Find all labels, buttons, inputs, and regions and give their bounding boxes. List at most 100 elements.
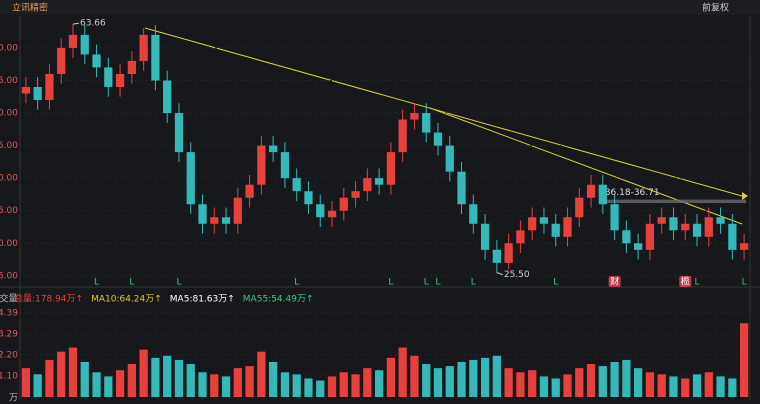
event-label: L [695,278,700,288]
candle-body [374,178,384,185]
volume-bar [528,370,537,397]
candle-body [422,113,431,133]
volume-bar [492,355,501,397]
candle-body [457,171,466,205]
volume-bar [363,368,372,397]
candle-body [528,217,537,231]
volume-bar [433,368,443,397]
zone-label: 36.18-36.71 [605,188,660,198]
volume-unit: 万 [9,394,18,404]
volume-bar [374,370,384,397]
volume-bar [115,370,125,397]
volume-bar [586,364,596,397]
candle-body [398,119,407,153]
candle-body [386,152,396,185]
volume-bar [539,376,549,397]
candle-body [327,210,337,218]
volume-bar [163,355,172,397]
y-tick-label: 45.00 [0,141,18,151]
event-label: L [471,278,476,288]
volume-bar [257,351,266,397]
candle-body [692,223,702,237]
volume-bar [575,368,584,397]
volume-bar [104,376,113,397]
candle-body [21,86,31,94]
volume-bar [657,374,666,397]
volume-bar [304,378,313,397]
candle-body [410,113,419,120]
volume-bar [739,323,749,397]
candle-body [598,184,607,205]
volume-tick-label: 102.20 [0,350,18,360]
volume-prefix: 成交量 [0,293,18,305]
candle-body [292,178,301,192]
candle-body [551,223,560,237]
volume-bar [457,361,466,397]
candle-body [45,73,54,101]
adjust-label[interactable]: 前复权 [702,2,729,14]
volume-bar [316,380,325,397]
candle-body [127,60,136,74]
candle-body [657,217,666,224]
event-badge [608,276,621,287]
volume-bar [151,357,160,397]
y-tick-label: 40.00 [0,174,18,184]
candle-body [68,34,78,48]
event-badge [679,276,692,287]
event-label: L [176,278,181,288]
event-label: 财 [610,276,619,288]
event-label: L [94,278,99,288]
volume-bar [445,366,454,397]
y-tick-label: 25.00 [0,271,18,281]
candle-body [115,73,125,87]
volume-bar [68,347,78,397]
candle-body [363,178,372,192]
volume-bar [92,372,101,397]
annotation-label: 63.66 [80,19,106,29]
volume-bar [645,372,655,397]
candle-body [563,217,572,237]
candle-body [151,34,160,81]
candle-body [716,217,725,224]
candle-body [33,86,42,101]
candle-body [198,204,207,224]
volume-bar [269,361,278,397]
stock-name: 立讯精密 [12,2,48,14]
candle-body [622,230,631,244]
candle-body [221,217,231,224]
volume-bar [704,372,713,397]
volume-legend: MA55:54.49万↑ [243,295,314,305]
volume-bar [80,361,89,397]
candle-body [233,197,242,224]
candle-body [186,152,195,205]
volume-bar [516,372,525,397]
volume-bar [127,364,136,397]
candle-body [669,217,678,231]
volume-bar [174,359,184,397]
volume-bar [351,374,360,397]
volume-bar [33,374,42,397]
price-zone [602,199,746,204]
volume-tick-label: 204.39 [0,308,18,318]
volume-bar [551,378,560,397]
candle-body [539,217,549,224]
annotation-label: 25.50 [504,270,530,280]
volume-bar [245,366,254,397]
candle-body [492,249,501,263]
y-tick-label: 60.00 [0,43,18,53]
candle-body [516,230,525,244]
volume-bar [598,366,607,397]
volume-tick-label: 51.10 [0,371,18,381]
volume-legend: MA10:64.24万↑ [91,295,162,305]
annotation-leader [72,22,80,25]
volume-tick-label: 153.29 [0,329,18,339]
candle-body [445,145,454,172]
annotation-leader [496,272,504,276]
volume-bar [186,364,195,397]
volume-bar [622,359,631,397]
volume-bar [681,378,690,397]
trend-line [429,107,743,225]
candle-body [57,47,66,74]
volume-bar [504,368,513,397]
